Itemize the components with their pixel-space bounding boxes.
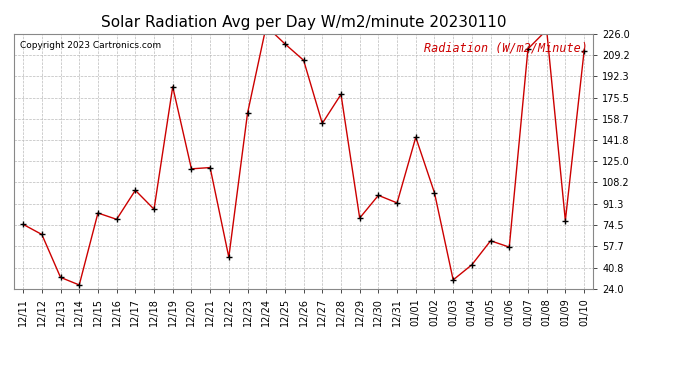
Text: Radiation (W/m2/Minute): Radiation (W/m2/Minute) (424, 41, 588, 54)
Title: Solar Radiation Avg per Day W/m2/minute 20230110: Solar Radiation Avg per Day W/m2/minute … (101, 15, 506, 30)
Text: Copyright 2023 Cartronics.com: Copyright 2023 Cartronics.com (19, 41, 161, 50)
